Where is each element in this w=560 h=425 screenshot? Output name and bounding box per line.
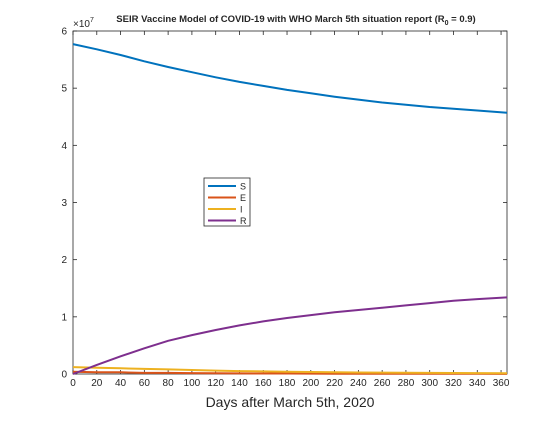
legend-label-r: R: [240, 216, 247, 226]
x-tick-label: 320: [445, 378, 462, 389]
x-tick-label: 220: [326, 378, 343, 389]
axis-ticks: 0 20 40 60 80 100 120 140 160 180 200 220 240 260 280 3…: [61, 27, 509, 390]
chart-title-tail: = 0.9): [449, 14, 476, 25]
chart-title-main: SEIR Vaccine Model of COVID-19 with WHO …: [116, 14, 444, 25]
chart-title-subscript: 0: [445, 20, 449, 27]
legend-label-s: S: [240, 182, 246, 192]
x-tick-label: 80: [163, 378, 175, 389]
x-tick-label: 280: [398, 378, 415, 389]
x-tick-label: 180: [279, 378, 296, 389]
plot-area: [72, 30, 508, 375]
chart-title: SEIR Vaccine Model of COVID-19 with WHO …: [116, 14, 475, 27]
y-exponent-base: ×10: [73, 19, 90, 30]
x-tick-label: 340: [469, 378, 486, 389]
y-tick-label: 2: [61, 255, 67, 266]
x-tick-label: 200: [302, 378, 319, 389]
x-tick-label: 60: [139, 378, 151, 389]
y-tick-label: 6: [61, 27, 67, 38]
legend-label-i: I: [240, 205, 243, 215]
legend: SEIR: [203, 177, 251, 227]
x-tick-label: 20: [91, 378, 103, 389]
x-tick-label: 140: [231, 378, 248, 389]
x-tick-label: 0: [70, 378, 76, 389]
x-tick-label: 240: [350, 378, 367, 389]
x-tick-label: 360: [493, 378, 510, 389]
x-tick-label: 260: [374, 378, 391, 389]
x-tick-label: 300: [421, 378, 438, 389]
series-line-r: [72, 296, 508, 375]
series-line-s: [72, 43, 508, 114]
x-tick-label: 120: [207, 378, 224, 389]
x-tick-label: 40: [115, 378, 127, 389]
x-axis-label: Days after March 5th, 2020: [206, 394, 375, 410]
y-tick-label: 0: [61, 370, 67, 381]
y-tick-label: 4: [61, 141, 67, 152]
y-tick-label: 3: [61, 198, 67, 209]
y-tick-label: 1: [61, 312, 67, 323]
y-exponent-power: 7: [90, 17, 94, 24]
series-line-i: [72, 366, 508, 375]
x-tick-label: 100: [184, 378, 201, 389]
y-tick-label: 5: [61, 84, 67, 95]
y-exponent-label: ×107: [73, 17, 94, 30]
series-lines: [72, 43, 508, 375]
x-tick-label: 160: [255, 378, 272, 389]
legend-items: SEIR: [208, 182, 247, 226]
legend-label-e: E: [240, 193, 246, 203]
